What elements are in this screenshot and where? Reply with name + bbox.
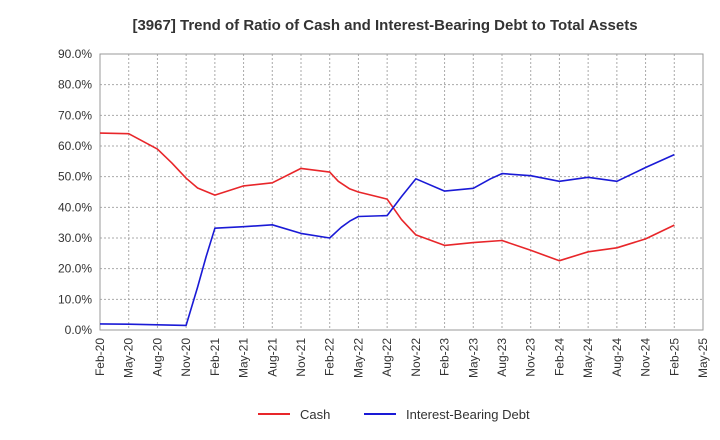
chart-title: [3967] Trend of Ratio of Cash and Intere… [132, 17, 637, 34]
x-tick-label: Feb-20 [93, 338, 107, 376]
y-tick-label: 70.0% [58, 108, 92, 122]
x-tick-label: Aug-20 [150, 338, 164, 377]
series-line-cash [99, 132, 675, 262]
x-tick-label: Aug-23 [495, 338, 509, 377]
x-tick-label: Aug-22 [380, 338, 394, 377]
x-tick-label: Nov-22 [409, 338, 423, 377]
x-tick-label: Nov-20 [179, 338, 193, 377]
x-tick-label: Feb-21 [208, 338, 222, 376]
x-tick-label: Nov-21 [294, 338, 308, 377]
y-tick-label: 50.0% [58, 170, 92, 184]
x-tick-label: May-24 [581, 338, 595, 378]
x-tick-label: Aug-21 [265, 338, 279, 377]
y-tick-label: 40.0% [58, 200, 92, 214]
y-tick-label: 10.0% [58, 292, 92, 306]
x-tick-label: Nov-23 [524, 338, 538, 377]
x-tick-label: Feb-25 [667, 338, 681, 376]
x-tick-label: Feb-23 [438, 338, 452, 376]
x-tick-label: May-22 [351, 338, 365, 378]
y-tick-label: 80.0% [58, 78, 92, 92]
x-tick-label: Feb-24 [552, 338, 566, 376]
y-tick-label: 90.0% [58, 47, 92, 61]
x-tick-label: Nov-24 [639, 338, 653, 377]
series-line-interest-bearing-debt [99, 153, 675, 327]
x-tick-label: May-21 [237, 338, 251, 378]
y-tick-label: 0.0% [65, 323, 93, 337]
x-tick-label: May-23 [466, 338, 480, 378]
legend-label: Interest-Bearing Debt [406, 407, 530, 422]
x-tick-label: Feb-22 [323, 338, 337, 376]
plot-area: 0.0% 10.0% 20.0% 30.0% 40.0% 50.0% 60.0% 70.0% 8… [58, 47, 710, 378]
x-tick-label: May-25 [696, 338, 710, 378]
plot-border [99, 53, 704, 331]
x-tick-label: May-20 [122, 338, 136, 378]
y-tick-label: 20.0% [58, 262, 92, 276]
y-tick-label: 60.0% [58, 139, 92, 153]
legend: Cash Interest-Bearing Debt [258, 407, 530, 422]
legend-label: Cash [300, 407, 330, 422]
y-tick-label: 30.0% [58, 231, 92, 245]
plot-background [100, 54, 703, 330]
x-tick-label: Aug-24 [610, 338, 624, 377]
